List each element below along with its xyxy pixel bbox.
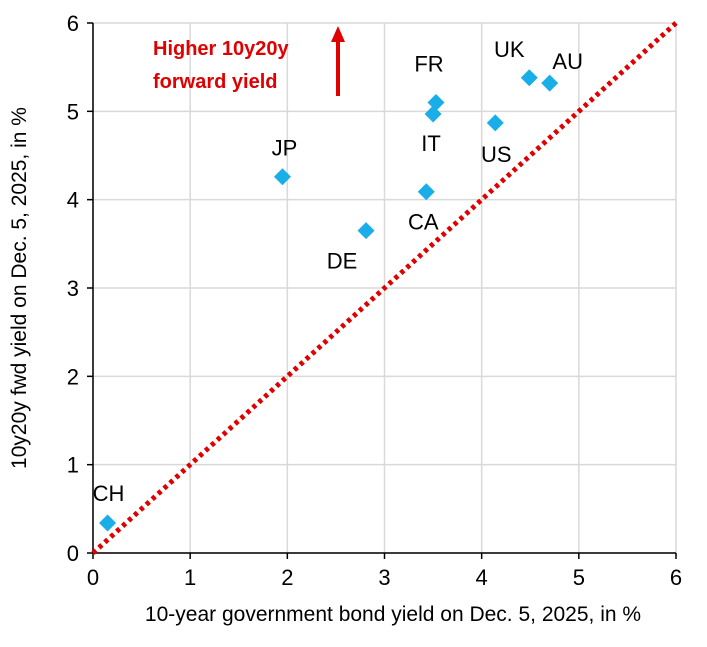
x-tick-label: 2 <box>281 565 293 590</box>
up-arrow-head <box>331 26 345 42</box>
y-axis-label: 10y20y fwd yield on Dec. 5, 2025, in % <box>8 107 31 469</box>
point-label-jp: JP <box>272 136 298 161</box>
point-label-uk: UK <box>494 37 525 62</box>
y-tick-label: 6 <box>67 11 79 36</box>
point-label-us: US <box>481 142 512 167</box>
point-de <box>357 222 375 240</box>
point-label-ca: CA <box>408 210 439 235</box>
y-tick-label: 5 <box>67 99 79 124</box>
x-tick-label: 1 <box>184 565 196 590</box>
x-axis-label: 10-year government bond yield on Dec. 5,… <box>145 603 641 626</box>
y-tick-label: 0 <box>67 541 79 566</box>
point-label-de: DE <box>327 249 358 274</box>
annotation-line-1: Higher 10y20y <box>153 38 290 60</box>
point-fr <box>427 94 445 111</box>
annotation-line-2: forward yield <box>153 71 277 93</box>
reference-line-45-degree <box>91 21 678 555</box>
axes <box>87 22 677 559</box>
point-ca <box>417 183 435 201</box>
x-tick-label: 6 <box>670 565 682 590</box>
y-tick-label: 1 <box>67 453 79 478</box>
point-us <box>486 114 504 132</box>
x-tick-label: 4 <box>476 565 488 590</box>
y-tick-label: 2 <box>67 364 79 389</box>
point-jp <box>273 168 291 186</box>
point-labels: CH JP DE CA IT FR US UK AU <box>93 37 583 506</box>
y-tick-label: 4 <box>67 188 79 213</box>
point-label-ch: CH <box>93 481 125 506</box>
point-label-it: IT <box>421 131 441 156</box>
point-label-au: AU <box>552 49 583 74</box>
point-au <box>541 74 559 92</box>
x-tick-labels: 0 1 2 3 4 5 6 <box>87 565 682 590</box>
point-label-fr: FR <box>414 52 443 77</box>
x-tick-label: 3 <box>378 565 390 590</box>
x-tick-label: 5 <box>573 565 585 590</box>
x-tick-label: 0 <box>87 565 99 590</box>
point-ch <box>99 514 117 532</box>
y-tick-labels: 0 1 2 3 4 5 6 <box>67 11 79 566</box>
y-tick-label: 3 <box>67 276 79 301</box>
data-points <box>99 69 559 532</box>
point-uk <box>520 69 538 87</box>
annotation: Higher 10y20y forward yield <box>153 26 345 96</box>
point-it <box>424 105 442 123</box>
